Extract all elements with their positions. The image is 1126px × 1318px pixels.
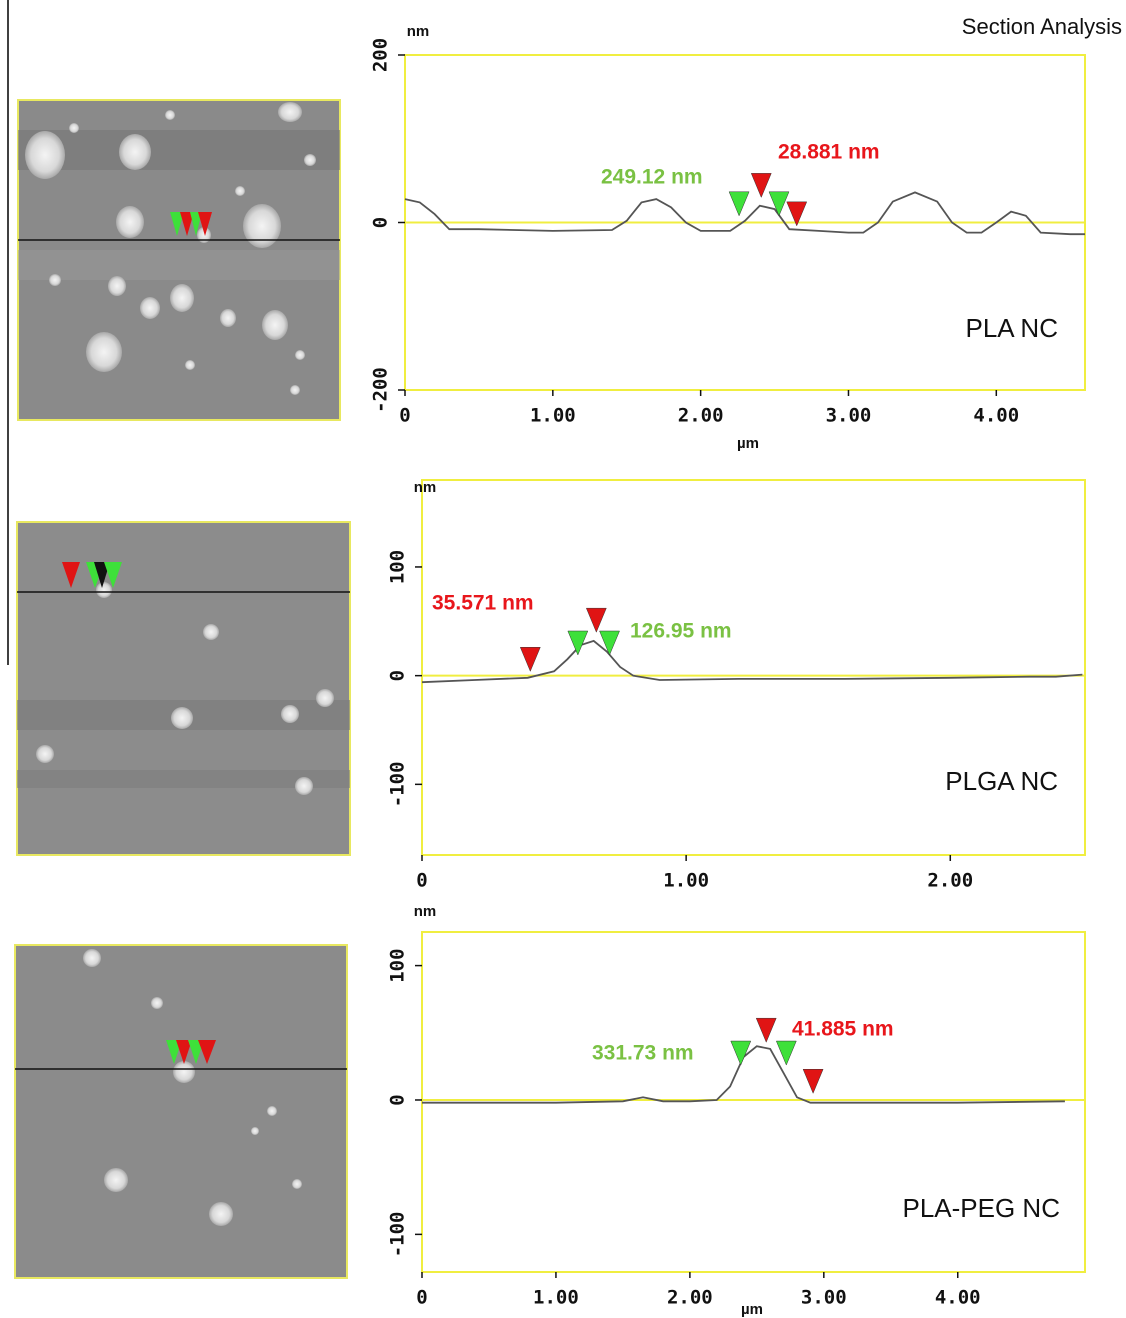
x-tick-label: 2.00	[667, 1287, 713, 1309]
figure: Section Analysis	[0, 0, 1126, 1318]
x-tick-label: 1.00	[530, 405, 576, 427]
y-axis-label: nm	[407, 23, 430, 40]
y-axis-label: nm	[414, 479, 437, 496]
sample-label: PLGA NC	[945, 766, 1058, 796]
annotation: 41.885 nm	[792, 1018, 894, 1041]
x-axis-label: µm	[741, 1301, 763, 1318]
figure-title: Section Analysis	[962, 14, 1122, 39]
y-tick-label: 0	[387, 1094, 409, 1105]
cursor-marker	[769, 192, 789, 216]
x-tick-label: 0	[416, 870, 427, 892]
y-tick-label: 100	[387, 550, 409, 584]
x-tick-label: 3.00	[801, 1287, 847, 1309]
y-tick-label: 0	[370, 217, 392, 228]
x-axis-label: µm	[737, 435, 759, 452]
x-tick-label: 0	[416, 1287, 427, 1309]
plot-frame	[422, 480, 1085, 855]
cursor-marker	[776, 1041, 796, 1065]
sample-label: PLA NC	[966, 313, 1059, 343]
sample-label: PLA-PEG NC	[903, 1193, 1061, 1223]
afm-image	[17, 522, 350, 855]
annotation: 35.571 nm	[432, 592, 534, 615]
x-tick-label: 4.00	[935, 1287, 981, 1309]
annotation: 126.95 nm	[630, 620, 732, 643]
cursor-marker	[803, 1069, 823, 1093]
annotation: 249.12 nm	[601, 166, 703, 189]
afm-image	[15, 945, 347, 1278]
cursor-marker	[600, 631, 620, 655]
x-tick-label: 1.00	[663, 870, 709, 892]
x-tick-label: 1.00	[533, 1287, 579, 1309]
x-tick-label: 4.00	[973, 405, 1019, 427]
x-tick-label: 3.00	[826, 405, 872, 427]
afm-image	[18, 100, 340, 420]
y-tick-label: -200	[370, 367, 392, 413]
y-tick-label: 100	[387, 948, 409, 982]
y-tick-label: 0	[387, 670, 409, 681]
y-tick-label: -100	[387, 1211, 409, 1257]
annotation: 331.73 nm	[592, 1042, 694, 1065]
cursor-marker	[751, 173, 771, 197]
y-axis-label: nm	[414, 903, 437, 920]
cursor-marker	[586, 608, 606, 632]
cursor-marker	[729, 192, 749, 216]
y-tick-label: -100	[387, 761, 409, 807]
x-tick-label: 2.00	[678, 405, 724, 427]
cursor-marker	[756, 1018, 776, 1042]
x-tick-label: 0	[399, 405, 410, 427]
x-tick-label: 2.00	[927, 870, 973, 892]
cursor-marker	[520, 647, 540, 671]
y-tick-label: 200	[370, 38, 392, 72]
annotation: 28.881 nm	[778, 141, 880, 164]
